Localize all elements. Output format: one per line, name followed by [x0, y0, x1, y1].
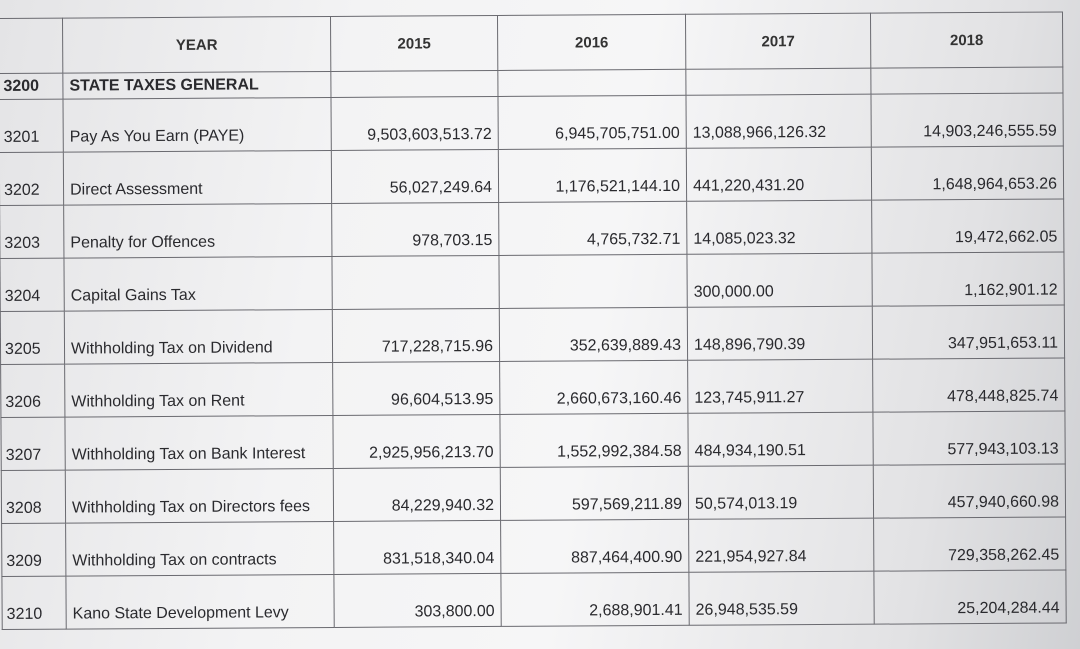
value-2015: 84,229,940.32	[333, 467, 501, 522]
row-label: Withholding Tax on Bank Interest	[64, 415, 334, 471]
value-2017: 123,745,911.27	[687, 359, 873, 414]
value-2016: 597,569,211.89	[500, 466, 689, 521]
header-row: YEAR 2015 2016 2017 2018	[0, 11, 1063, 74]
row-label: Withholding Tax on contracts	[65, 521, 334, 577]
row-code: 3203	[0, 205, 64, 259]
header-year-2018: 2018	[870, 11, 1063, 69]
table-row: 3209 Withholding Tax on contracts 831,518,…	[1, 516, 1066, 577]
value-2015: 96,604,513.95	[332, 361, 500, 416]
value-2018: 577,943,103.13	[872, 410, 1066, 466]
value-2018: 457,940,660.98	[873, 463, 1066, 519]
tax-revenue-table: YEAR 2015 2016 2017 2018 3200 STATE TAXE…	[0, 11, 1067, 630]
empty-cell	[870, 66, 1063, 95]
header-year-2016: 2016	[497, 14, 686, 71]
value-2015	[331, 255, 500, 310]
value-2018: 14,903,246,555.59	[870, 92, 1064, 148]
header-year-label: YEAR	[62, 16, 331, 74]
value-2015: 9,503,603,513.72	[330, 96, 499, 151]
value-2016: 1,176,521,144.10	[498, 148, 687, 203]
value-2016: 4,765,732.71	[498, 201, 687, 256]
value-2015: 2,925,956,213.70	[332, 414, 501, 469]
value-2016: 1,552,992,384.58	[499, 413, 689, 468]
section-label: STATE TAXES GENERAL	[62, 71, 331, 100]
value-2017: 14,085,023.32	[686, 200, 872, 255]
table-row: 3201 Pay As You Earn (PAYE) 9,503,603,513.…	[0, 92, 1064, 153]
table-row: 3208 Withholding Tax on Directors fees 84,…	[1, 463, 1066, 524]
row-code: 3210	[1, 576, 67, 630]
empty-cell	[497, 69, 686, 97]
table-row: 3206 Withholding Tax on Rent 96,604,513.95…	[0, 357, 1065, 418]
table-row: 3202 Direct Assessment 56,027,249.64 1,176,…	[0, 145, 1064, 206]
value-2018: 19,472,662.05	[871, 198, 1064, 254]
header-year-2015: 2015	[330, 15, 498, 72]
value-2018: 1,162,901.12	[871, 251, 1065, 307]
value-2017: 50,574,013.19	[688, 465, 874, 520]
row-label: Withholding Tax on Directors fees	[65, 468, 334, 524]
value-2017: 13,088,966,126.32	[685, 94, 872, 149]
value-2015: 717,228,715.96	[332, 308, 500, 363]
empty-cell	[330, 70, 498, 98]
header-code-cell	[0, 18, 63, 74]
value-2016: 2,660,673,160.46	[499, 360, 688, 415]
value-2017: 441,220,431.20	[686, 147, 872, 202]
row-label: Withholding Tax on Rent	[64, 362, 333, 418]
value-2017: 26,948,535.59	[688, 571, 875, 626]
value-2015: 56,027,249.64	[331, 149, 499, 204]
value-2015: 303,800.00	[333, 573, 502, 628]
row-code: 3208	[1, 470, 66, 524]
value-2018: 478,448,825.74	[872, 357, 1065, 413]
value-2015: 978,703.15	[331, 202, 499, 257]
value-2017: 148,896,790.39	[687, 306, 873, 361]
section-code: 3200	[0, 73, 63, 100]
row-code: 3206	[0, 364, 65, 418]
table-row: 3205 Withholding Tax on Dividend 717,228,7…	[0, 304, 1065, 365]
table-row: 3204 Capital Gains Tax 300,000.00 1,162,901…	[0, 251, 1065, 312]
row-label: Direct Assessment	[63, 150, 332, 206]
value-2016	[498, 254, 688, 309]
row-code: 3207	[0, 417, 66, 471]
row-code: 3201	[0, 99, 64, 153]
value-2016: 352,639,889.43	[499, 307, 688, 362]
value-2018: 25,204,284.44	[873, 569, 1067, 625]
row-code: 3209	[1, 523, 66, 577]
value-2018: 1,648,964,653.26	[871, 145, 1064, 201]
table-row: 3207 Withholding Tax on Bank Interest 2,92…	[0, 410, 1066, 471]
value-2018: 729,358,262.45	[873, 516, 1066, 572]
table-row: 3210 Kano State Development Levy 303,800.0…	[1, 569, 1067, 630]
value-2016: 887,464,400.90	[500, 519, 689, 574]
row-code: 3202	[0, 152, 64, 206]
row-label: Kano State Development Levy	[65, 574, 335, 630]
value-2016: 6,945,705,751.00	[497, 95, 687, 150]
row-label: Pay As You Earn (PAYE)	[62, 97, 332, 153]
row-code: 3205	[0, 311, 65, 365]
value-2017: 484,934,190.51	[687, 412, 874, 467]
value-2015: 831,518,340.04	[333, 520, 501, 575]
value-2018: 347,951,653.11	[872, 304, 1065, 360]
row-label: Capital Gains Tax	[63, 256, 333, 312]
value-2017: 300,000.00	[686, 253, 873, 308]
header-year-2017: 2017	[685, 13, 871, 70]
row-label: Penalty for Offences	[63, 203, 332, 259]
value-2017: 221,954,927.84	[688, 518, 874, 573]
row-code: 3204	[0, 258, 65, 312]
table-row: 3203 Penalty for Offences 978,703.15 4,765,…	[0, 198, 1064, 259]
row-label: Withholding Tax on Dividend	[64, 309, 333, 365]
value-2016: 2,688,901.41	[500, 572, 690, 627]
empty-cell	[685, 68, 871, 96]
